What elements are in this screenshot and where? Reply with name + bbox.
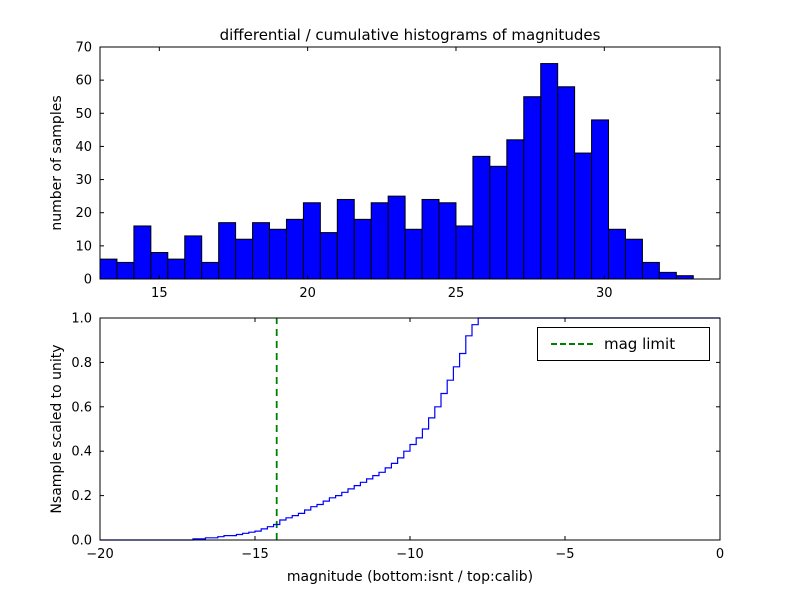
histogram-bar [285, 218, 304, 280]
histogram-bar [218, 222, 237, 280]
legend-label: mag limit [604, 335, 676, 353]
histogram-bar [591, 119, 610, 280]
bottom-y-tick-label: 0.2 [71, 489, 92, 504]
histogram-bar [167, 258, 186, 280]
histogram-bar [269, 228, 287, 280]
top-y-tick-label: 10 [75, 239, 92, 254]
histogram-bar [201, 261, 220, 280]
bottom-x-tick-label: −20 [86, 547, 113, 562]
histogram-bar [252, 222, 271, 280]
histogram-bar [319, 232, 338, 280]
histogram-bar [557, 86, 576, 280]
histogram-bar [302, 202, 321, 280]
histogram-bar [116, 261, 135, 280]
bottom-x-tick-label: −5 [555, 547, 574, 562]
top-x-tick-label: 30 [596, 286, 613, 301]
histogram-bar [99, 258, 118, 280]
histogram-bar [387, 195, 406, 280]
chart-title: differential / cumulative histograms of … [219, 26, 601, 44]
cumulative-step-line [100, 317, 720, 541]
histogram-bar [455, 225, 474, 280]
dashed-line-icon [551, 343, 593, 345]
histogram-bar [404, 228, 423, 280]
top-y-tick-label: 30 [75, 173, 92, 188]
bottom-y-tick-label: 0.0 [71, 534, 92, 549]
histogram-bar [421, 198, 440, 280]
bottom-y-axis-label: Nsample scaled to unity [49, 344, 65, 514]
top-y-tick-label: 40 [75, 140, 92, 155]
bottom-y-tick-label: 0.4 [71, 445, 92, 460]
top-y-tick-label: 60 [75, 74, 92, 89]
histogram-bar [235, 238, 254, 280]
histogram-bar [489, 165, 508, 280]
top-x-tick-label: 25 [448, 286, 465, 301]
x-axis-label: magnitude (bottom:isnt / top:calib) [286, 569, 534, 585]
histogram-bar [336, 198, 355, 280]
histogram-bar [540, 63, 559, 280]
top-y-tick-label: 0 [84, 273, 92, 288]
histogram-bar [574, 152, 593, 280]
histogram-bar [641, 261, 660, 280]
bottom-y-tick-label: 1.0 [71, 312, 92, 327]
top-axes-frame [99, 46, 721, 280]
top-y-axis-label: number of samples [49, 95, 65, 231]
top-x-tick-label: 20 [299, 286, 316, 301]
histogram-bar [624, 238, 643, 280]
top-x-tick-label: 15 [151, 286, 168, 301]
histogram-bar [353, 218, 372, 280]
bottom-y-tick-label: 0.6 [71, 400, 92, 415]
top-y-tick-label: 20 [75, 206, 92, 221]
bottom-y-tick-label: 0.8 [71, 356, 92, 371]
histogram-bar [370, 202, 389, 280]
histogram-bar [506, 139, 525, 280]
top-y-tick-label: 50 [75, 107, 92, 122]
histogram-bar [184, 235, 203, 280]
bottom-cumulative-plot: −20 −15 −10 −5 0 0.0 0.2 0.4 0.6 0.8 1.0 [71, 312, 724, 563]
histogram-bar [608, 228, 626, 280]
histogram-bar [523, 96, 542, 280]
histogram-bar [438, 202, 457, 280]
bottom-axes-frame [99, 317, 721, 541]
bottom-x-tick-label: −10 [396, 547, 423, 562]
histogram-bar [472, 155, 491, 280]
legend: mag limit [537, 327, 710, 361]
top-y-tick-label: 70 [75, 41, 92, 56]
histogram-bar [133, 225, 152, 280]
histogram-bar [658, 271, 677, 280]
bottom-x-tick-label: −15 [241, 547, 268, 562]
bottom-x-tick-label: 0 [716, 547, 724, 562]
top-histogram-plot: 15 20 25 30 0 10 20 30 40 50 60 70 [75, 41, 721, 301]
